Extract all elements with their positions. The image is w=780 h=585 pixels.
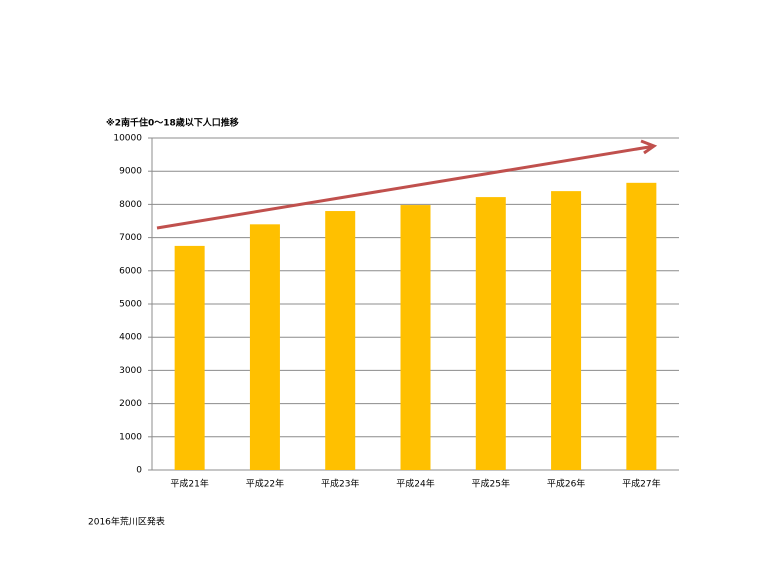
plot-area: 0 1000 2000 3000 4000 5000 6000 7000 8000 9000 100… xyxy=(113,134,679,490)
y-tick-label: 6000 xyxy=(119,266,142,276)
trend-arrow xyxy=(156,139,658,230)
chart-title: ※2南千住0～18歳以下人口推移 xyxy=(106,117,239,129)
x-tick-label: 平成21年 xyxy=(170,478,208,490)
trend-arrow-line xyxy=(156,145,653,230)
bar xyxy=(174,245,205,470)
y-tick-label: 0 xyxy=(136,466,142,476)
x-tick-label: 平成26年 xyxy=(547,478,585,490)
bar xyxy=(249,224,280,470)
x-tick-label: 平成25年 xyxy=(472,478,510,490)
bar xyxy=(400,205,431,470)
bar xyxy=(475,197,506,470)
y-tick-label: 3000 xyxy=(119,366,142,376)
x-tick-label: 平成24年 xyxy=(396,478,434,490)
y-tick-label: 1000 xyxy=(119,432,142,442)
x-tick-label: 平成27年 xyxy=(622,478,660,490)
y-tick-label: 10000 xyxy=(113,134,142,144)
x-tick-label: 平成22年 xyxy=(246,478,284,490)
source-note: 2016年荒川区発表 xyxy=(88,516,165,528)
y-tick-label: 7000 xyxy=(119,233,142,243)
bar xyxy=(325,211,356,471)
y-tick-label: 2000 xyxy=(119,399,142,409)
y-tick-label: 4000 xyxy=(119,333,142,343)
bar xyxy=(551,191,582,470)
y-tick-label: 9000 xyxy=(119,167,142,177)
x-tick-label: 平成23年 xyxy=(321,478,359,490)
y-tick-label: 5000 xyxy=(119,300,142,310)
y-tick-label: 8000 xyxy=(119,200,142,210)
bar xyxy=(626,182,657,470)
trend-arrow-head xyxy=(640,139,658,155)
